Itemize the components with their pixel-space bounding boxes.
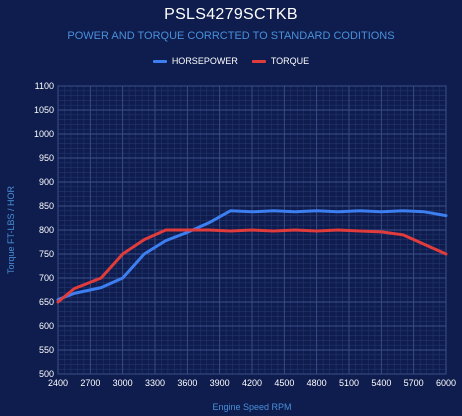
y-tick-label: 500: [39, 369, 54, 379]
legend-label-horsepower: HORSEPOWER: [171, 56, 238, 66]
legend-swatch-torque: [251, 59, 266, 63]
legend-item-horsepower[interactable]: HORSEPOWER: [152, 56, 238, 66]
plot-border: [57, 85, 447, 375]
y-tick-label: 650: [39, 297, 54, 307]
chart-title: PSLS4279SCTKB: [164, 6, 298, 23]
x-tick-label: 3900: [210, 378, 230, 388]
legend-item-torque[interactable]: TORQUE: [251, 56, 310, 66]
x-tick-label: 5100: [339, 378, 359, 388]
x-tick-label: 3600: [177, 378, 197, 388]
y-tick-label: 850: [39, 201, 54, 211]
x-tick-label: 3300: [145, 378, 165, 388]
x-tick-label: 4800: [307, 378, 327, 388]
x-tick-label: 3000: [113, 378, 133, 388]
x-tick-label: 4500: [274, 378, 294, 388]
y-tick-label: 1000: [34, 129, 54, 139]
y-tick-label: 950: [39, 153, 54, 163]
x-tick-label: 6000: [436, 378, 456, 388]
y-tick-label: 1050: [34, 105, 54, 115]
y-tick-label: 550: [39, 345, 54, 355]
x-tick-label: 2400: [48, 378, 68, 388]
x-axis-title: Engine Speed RPM: [212, 402, 291, 412]
x-tick-label: 4200: [242, 378, 262, 388]
series-line-horsepower: [56, 209, 448, 302]
y-tick-label: 1100: [35, 81, 54, 91]
y-tick-label: 750: [39, 249, 54, 259]
x-tick-label: 5700: [404, 378, 424, 388]
x-tick-label: 5400: [371, 378, 391, 388]
y-tick-label: 900: [39, 177, 54, 187]
y-tick-label: 800: [39, 225, 54, 235]
legend: HORSEPOWER TORQUE: [0, 56, 462, 66]
chart-subtitle: POWER AND TORQUE CORRCTED TO STANDARD CO…: [67, 30, 395, 42]
series-line-torque: [56, 228, 448, 304]
legend-label-torque: TORQUE: [270, 56, 310, 66]
legend-swatch-horsepower: [152, 59, 167, 63]
y-axis-title: Torque FT-LBS / HOR: [6, 185, 16, 274]
y-tick-label: 700: [39, 273, 54, 283]
y-tick-label: 600: [39, 321, 54, 331]
x-tick-label: 2700: [80, 378, 100, 388]
